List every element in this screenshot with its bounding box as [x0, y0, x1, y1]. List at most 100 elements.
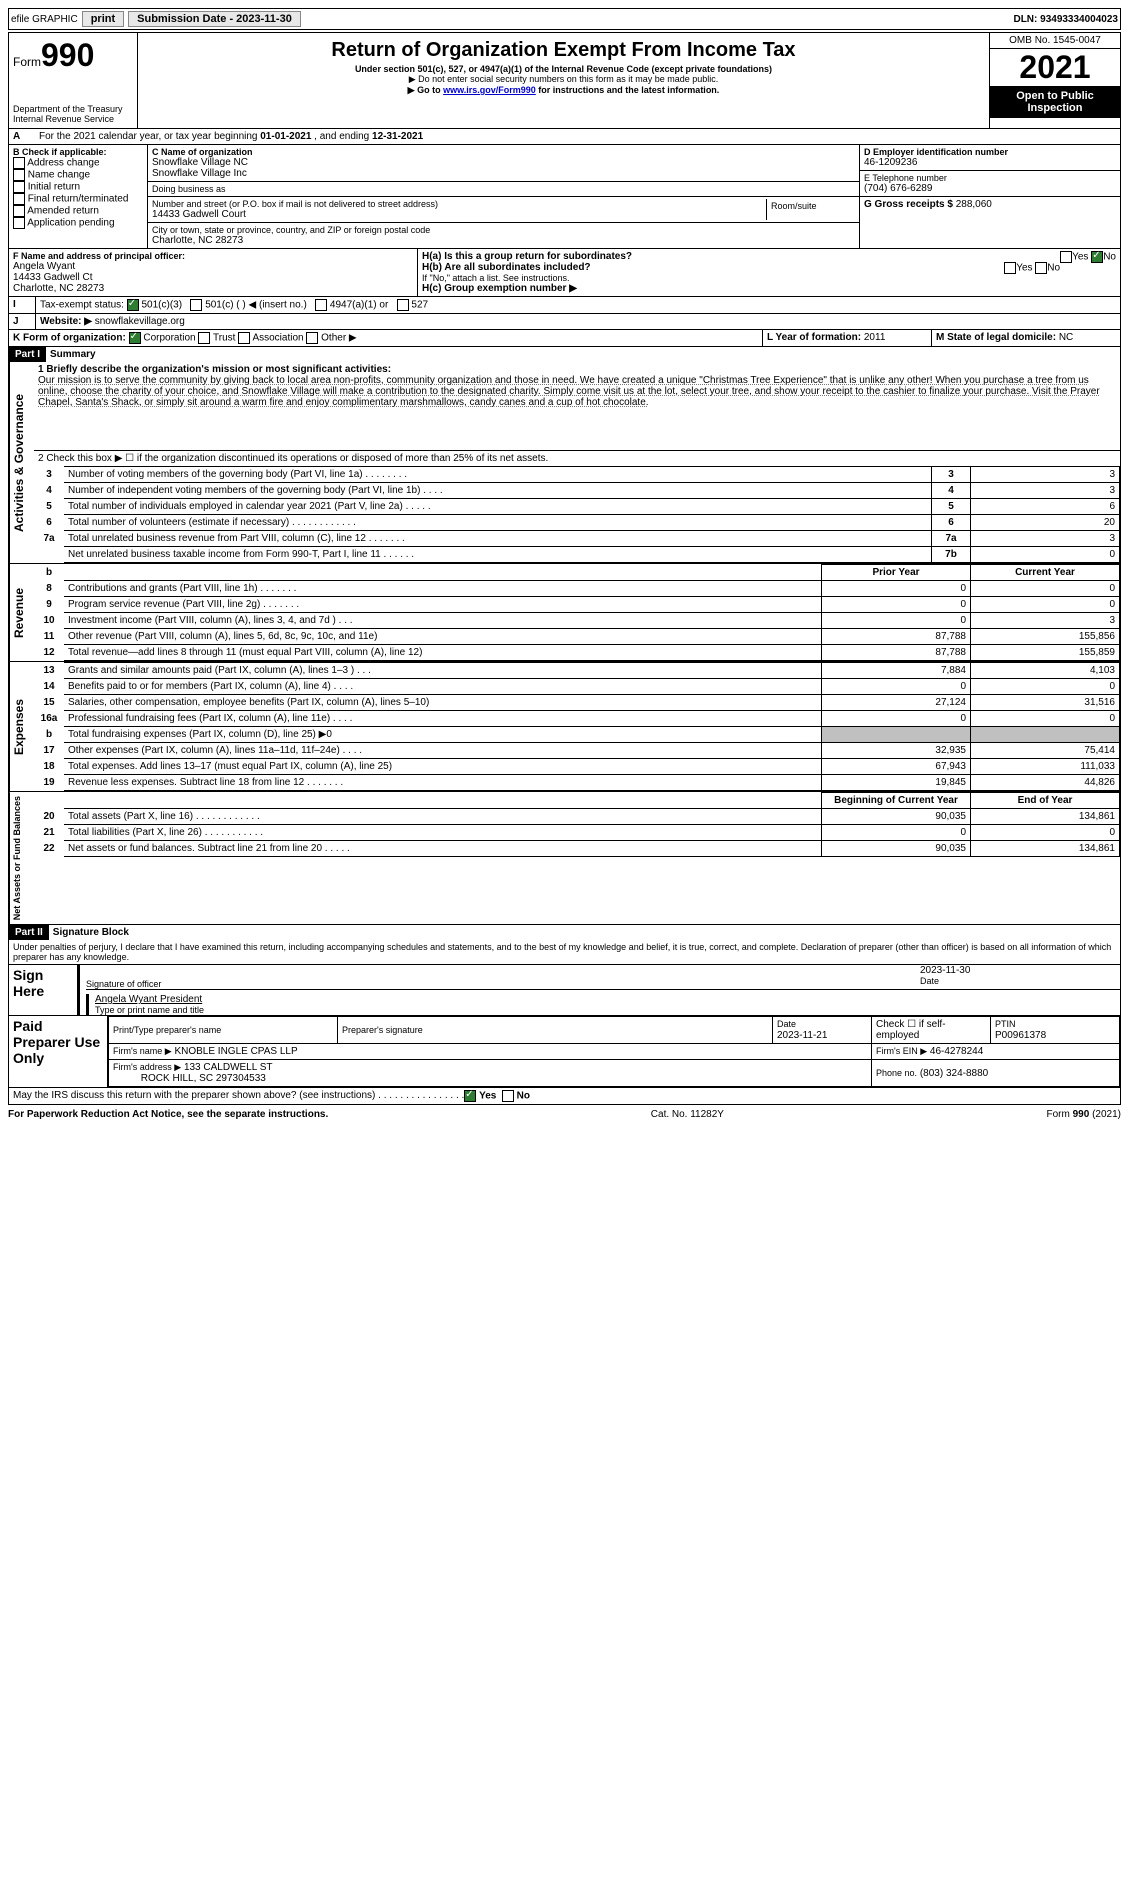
return-title: Return of Organization Exempt From Incom…	[142, 39, 985, 62]
org-name-1: Snowflake Village NC	[152, 157, 855, 168]
table-row: 22Net assets or fund balances. Subtract …	[34, 841, 1120, 857]
row-m-label: M State of legal domicile:	[936, 332, 1056, 343]
ha-no[interactable]	[1091, 251, 1103, 263]
submission-date-button[interactable]: Submission Date - 2023-11-30	[128, 11, 301, 27]
check-amended: Amended return	[13, 205, 143, 217]
discuss-row: May the IRS discuss this return with the…	[8, 1088, 1121, 1105]
box-d-label: D Employer identification number	[864, 147, 1116, 157]
row-l-label: L Year of formation:	[767, 332, 861, 343]
ein-value: 46-1209236	[864, 157, 1116, 168]
sig-officer-label: Signature of officer	[86, 979, 920, 989]
check-final: Final return/terminated	[13, 193, 143, 205]
firm-phone: (803) 324-8880	[920, 1068, 988, 1079]
table-row: 19Revenue less expenses. Subtract line 1…	[34, 775, 1120, 791]
line1-label: 1 Briefly describe the organization's mi…	[38, 364, 1116, 375]
check-address: Address change	[13, 157, 143, 169]
table-row: 14Benefits paid to or for members (Part …	[34, 679, 1120, 695]
firm-ein: 46-4278244	[930, 1046, 983, 1057]
city-state-zip: Charlotte, NC 28273	[152, 235, 855, 246]
print-button[interactable]: print	[82, 11, 124, 27]
gross-receipts: 288,060	[956, 199, 992, 210]
governance-table: 3Number of voting members of the governi…	[34, 466, 1120, 563]
table-row: 17Other expenses (Part IX, column (A), l…	[34, 743, 1120, 759]
line2-text: 2 Check this box ▶ ☐ if the organization…	[34, 451, 1120, 466]
part-i-body: Activities & Governance 1 Briefly descri…	[8, 362, 1121, 564]
table-row: Net unrelated business taxable income fr…	[34, 547, 1120, 563]
website-value: snowflakevillage.org	[95, 316, 185, 327]
part-i-title: Summary	[46, 347, 100, 362]
ha-yes[interactable]	[1060, 251, 1072, 263]
table-row: 4Number of independent voting members of…	[34, 483, 1120, 499]
table-row: bTotal fundraising expenses (Part IX, co…	[34, 727, 1120, 743]
table-row: 21Total liabilities (Part X, line 26) . …	[34, 825, 1120, 841]
check-pending: Application pending	[13, 217, 143, 229]
open-public-badge: Open to Public Inspection	[990, 86, 1120, 118]
room-label: Room/suite	[766, 199, 855, 220]
check-trust[interactable]	[198, 332, 210, 344]
box-f-label: F Name and address of principal officer:	[13, 251, 413, 261]
state-domicile: NC	[1059, 332, 1073, 343]
hc-label: H(c) Group exemption number ▶	[422, 283, 1116, 294]
hb-yes[interactable]	[1004, 262, 1016, 274]
part-ii-label: Part II	[9, 925, 49, 940]
firm-addr1: 133 CALDWELL ST	[184, 1062, 273, 1073]
discuss-no[interactable]	[502, 1090, 514, 1102]
form-footer: Form 990 (2021)	[1047, 1109, 1121, 1120]
check-501c[interactable]	[190, 299, 202, 311]
ptin-value: P00961378	[995, 1030, 1046, 1041]
top-bar: efile GRAPHIC print Submission Date - 20…	[8, 8, 1121, 30]
sign-here-label: Sign Here	[9, 965, 77, 1015]
table-row: 13Grants and similar amounts paid (Part …	[34, 663, 1120, 679]
form-header: Form990 Department of the Treasury Inter…	[8, 32, 1121, 129]
box-e-label: E Telephone number	[864, 173, 1116, 183]
table-row: 7aTotal unrelated business revenue from …	[34, 531, 1120, 547]
note-ssn: ▶ Do not enter social security numbers o…	[142, 74, 985, 85]
date-label: Date	[920, 976, 1120, 986]
check-527[interactable]	[397, 299, 409, 311]
sign-here-block: Sign Here Signature of officer 2023-11-3…	[8, 965, 1121, 1016]
irs-link[interactable]: www.irs.gov/Form990	[443, 85, 536, 95]
addr-label: Number and street (or P.O. box if mail i…	[152, 199, 766, 209]
omb-number: OMB No. 1545-0047	[990, 33, 1120, 49]
dba-label: Doing business as	[148, 182, 859, 197]
check-4947[interactable]	[315, 299, 327, 311]
dln-label: DLN: 93493334004023	[1013, 14, 1118, 25]
discuss-yes[interactable]	[464, 1090, 476, 1102]
pra-notice: For Paperwork Reduction Act Notice, see …	[8, 1109, 328, 1120]
box-c-label: C Name of organization	[152, 147, 855, 157]
hb-no[interactable]	[1035, 262, 1047, 274]
table-row: 10Investment income (Part VIII, column (…	[34, 613, 1120, 629]
paid-preparer-label: Paid Preparer Use Only	[9, 1016, 108, 1087]
box-g-label: G Gross receipts $	[864, 199, 953, 210]
hb-row: H(b) Are all subordinates included? Yes …	[422, 262, 1116, 273]
check-other[interactable]	[306, 332, 318, 344]
sig-date: 2023-11-30	[920, 965, 1120, 976]
type-name-label: Type or print name and title	[95, 1005, 1120, 1015]
revenue-table: bPrior YearCurrent Year 8Contributions a…	[34, 564, 1120, 661]
period-row: A For the 2021 calendar year, or tax yea…	[8, 129, 1121, 145]
check-assoc[interactable]	[238, 332, 250, 344]
check-corp[interactable]	[129, 332, 141, 344]
table-row: 3Number of voting members of the governi…	[34, 467, 1120, 483]
officer-name: Angela Wyant	[13, 261, 413, 272]
table-row: 11Other revenue (Part VIII, column (A), …	[34, 629, 1120, 645]
period-begin: 01-01-2021	[260, 131, 311, 142]
box-b-label: B Check if applicable:	[13, 147, 143, 157]
tax-year: 2021	[990, 49, 1120, 86]
note-link: ▶ Go to www.irs.gov/Form990 for instruct…	[142, 85, 985, 96]
efile-label: efile GRAPHIC	[11, 14, 78, 25]
org-name-2: Snowflake Village Inc	[152, 168, 855, 179]
paid-preparer-block: Paid Preparer Use Only Print/Type prepar…	[8, 1016, 1121, 1088]
year-formation: 2011	[864, 332, 886, 343]
netassets-table: Beginning of Current YearEnd of Year 20T…	[34, 792, 1120, 857]
firm-addr2: ROCK HILL, SC 297304533	[141, 1073, 266, 1084]
table-row: 18Total expenses. Add lines 13–17 (must …	[34, 759, 1120, 775]
cat-number: Cat. No. 11282Y	[651, 1109, 724, 1120]
expenses-label: Expenses	[9, 662, 34, 791]
dept-label: Department of the Treasury	[13, 104, 133, 114]
city-label: City or town, state or province, country…	[152, 225, 855, 235]
row-k-label: K Form of organization:	[13, 333, 126, 344]
netassets-label: Net Assets or Fund Balances	[9, 792, 34, 924]
check-501c3[interactable]	[127, 299, 139, 311]
part-ii-title: Signature Block	[49, 925, 133, 940]
